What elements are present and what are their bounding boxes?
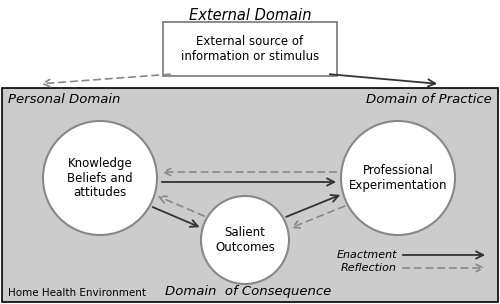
Text: Domain  of Consequence: Domain of Consequence: [165, 285, 331, 298]
Circle shape: [43, 121, 157, 235]
Text: Reflection: Reflection: [341, 263, 397, 273]
Text: Professional
Experimentation: Professional Experimentation: [349, 164, 448, 192]
Text: Home Health Environment: Home Health Environment: [8, 288, 146, 298]
Text: Enactment: Enactment: [336, 250, 397, 260]
Text: External source of
information or stimulus: External source of information or stimul…: [181, 35, 319, 63]
Text: Knowledge
Beliefs and
attitudes: Knowledge Beliefs and attitudes: [67, 157, 133, 199]
Bar: [0, 0, 500, 88]
Text: Domain of Practice: Domain of Practice: [366, 93, 492, 106]
Text: Salient
Outcomes: Salient Outcomes: [215, 226, 275, 254]
Circle shape: [341, 121, 455, 235]
Text: Personal Domain: Personal Domain: [8, 93, 120, 106]
Circle shape: [201, 196, 289, 284]
Text: External Domain: External Domain: [189, 8, 311, 23]
Bar: [2, 88, 498, 302]
Bar: [163, 22, 337, 76]
